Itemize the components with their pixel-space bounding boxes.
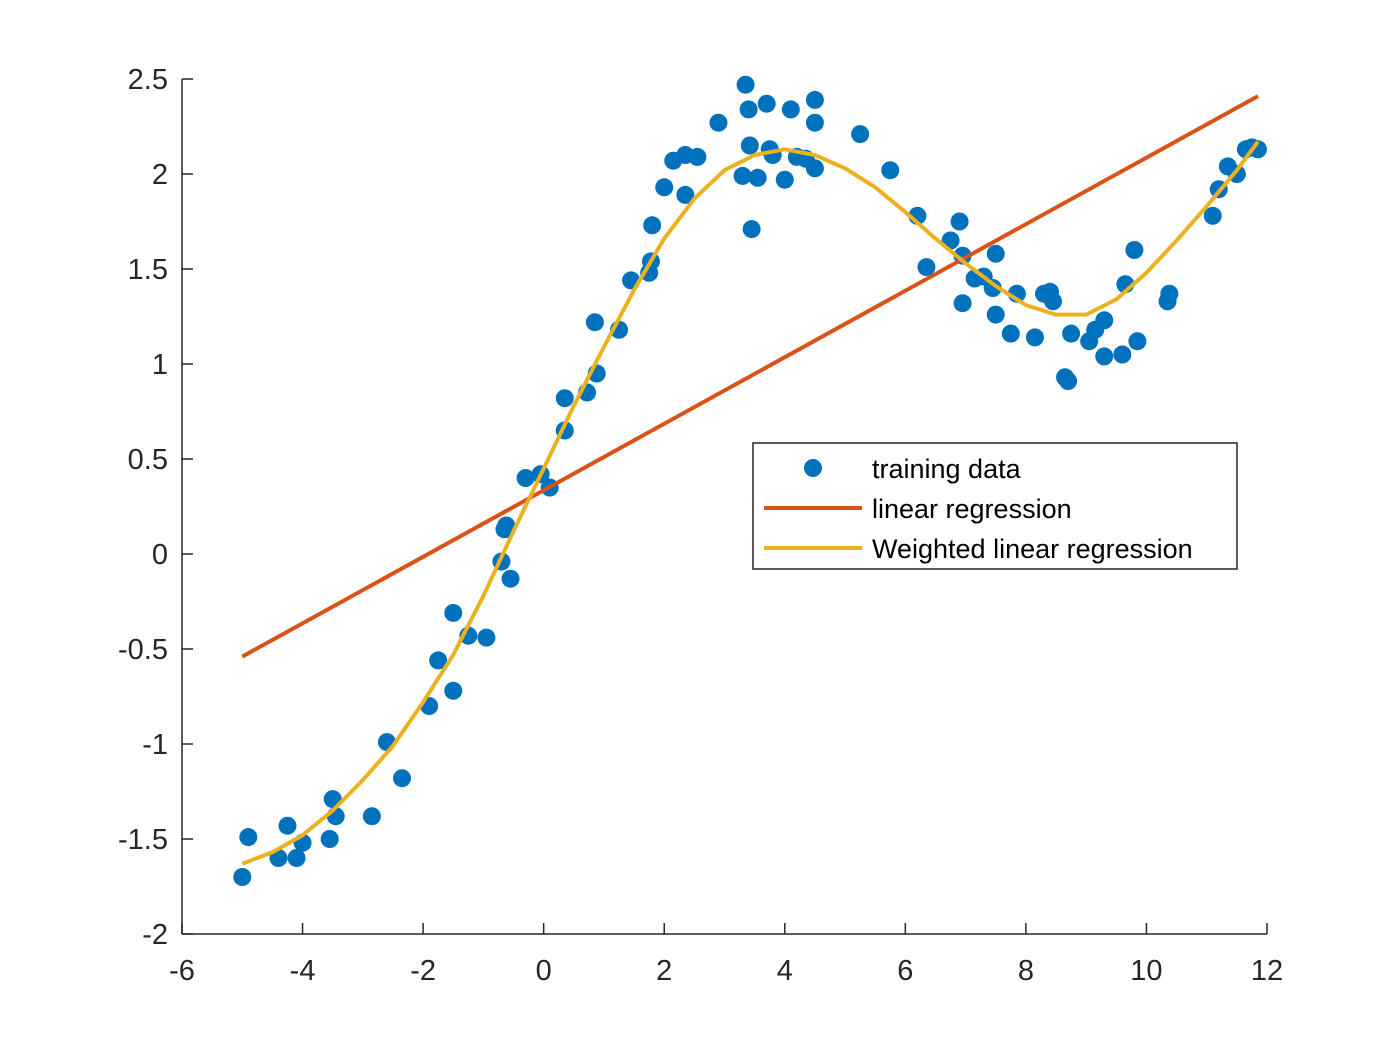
data-point [805,113,824,132]
x-tick-label: -2 [410,955,436,987]
data-point [643,216,662,235]
x-tick-label: 8 [1018,955,1034,987]
data-point [1128,332,1147,351]
x-tick-label: 6 [897,955,913,987]
data-point [477,628,496,647]
data-point [655,178,674,197]
data-point [1095,347,1114,366]
data-point [320,830,339,848]
data-point [1062,324,1081,343]
data-point [362,807,381,826]
y-tick-label: 2 [152,159,168,191]
y-tick-label: -1 [142,729,168,761]
y-tick-label: 1.5 [128,254,168,286]
y-tick-label: -2 [142,919,168,951]
legend: training data linear regression Weighted l… [752,442,1238,570]
plot-layer [233,75,1267,886]
data-point [742,220,761,239]
data-point [688,147,707,166]
data-point [805,90,824,109]
x-tick-label: 4 [777,955,793,987]
x-tick-label: 12 [1251,955,1283,987]
data-point [851,125,870,144]
data-point [739,100,758,119]
data-point [983,279,1002,297]
data-point [501,569,520,588]
data-point [1203,206,1222,225]
data-point [1059,372,1078,391]
data-point [444,681,463,700]
data-point [881,161,900,180]
data-point [585,313,604,332]
data-point [393,769,412,788]
data-point [1044,292,1063,311]
data-point [709,113,728,132]
data-point [278,816,297,835]
data-point [986,244,1005,263]
legend-label: linear regression [872,494,1072,524]
data-point [953,294,972,313]
x-tick-label: 0 [536,955,552,987]
data-point [676,185,695,204]
data-point [748,168,767,187]
data-point [516,469,535,487]
data-point [287,849,306,867]
data-point [775,170,794,189]
data-point [1125,241,1144,259]
data-point [986,305,1005,324]
data-point [1095,311,1114,330]
data-point [429,651,448,670]
legend-label: training data [872,454,1022,484]
data-point [805,159,824,178]
data-point [444,603,463,622]
y-tick-label: 1 [152,349,168,381]
linear-regression-line [241,94,1259,659]
y-tick-label: 2.5 [128,64,168,96]
data-point [1001,324,1020,343]
data-point [1160,284,1179,303]
y-tick-label: 0 [152,539,168,571]
y-tick-label: -1.5 [118,824,168,856]
x-tick-label: 2 [656,955,672,987]
data-point [233,868,252,886]
legend-label: Weighted linear regression [872,534,1193,564]
data-point [733,166,752,185]
data-point [950,212,969,231]
y-tick-label: 0.5 [128,444,168,476]
x-tick-label: -4 [290,955,316,987]
data-point [1025,328,1044,347]
axis-layer: -6 -4 -2 0 2 4 6 8 10 12 -2 -1.5 -1 -0.5 0 0.5 1 1.5 2 2.5 [118,64,1283,987]
data-point [1113,345,1132,364]
data-point [757,94,776,113]
y-tick-label: -0.5 [118,634,168,666]
data-point [917,258,936,277]
data-point [781,100,800,119]
data-point [555,389,574,408]
legend-marker-training [804,459,822,477]
x-tick-label: 10 [1130,955,1162,987]
data-point [736,75,755,94]
data-point [740,136,759,155]
weighted-regression-curve [241,140,1260,866]
data-point [239,828,258,847]
data-point [497,516,516,535]
x-tick-label: -6 [169,955,195,987]
